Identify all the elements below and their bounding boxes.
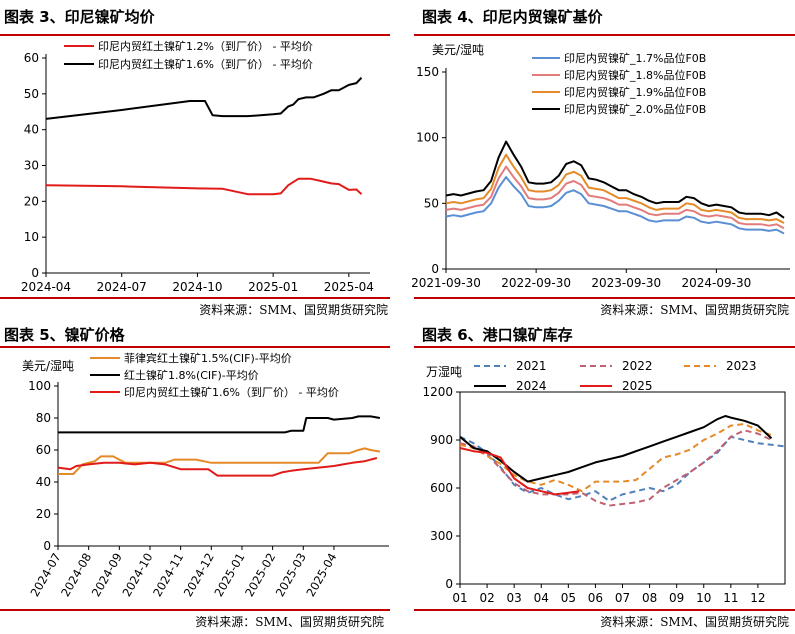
legend-label: 2022 xyxy=(622,359,653,373)
y-axis-label: 万湿吨 xyxy=(426,364,462,379)
y-tick-label: 300 xyxy=(430,529,453,543)
series-line-2 xyxy=(58,415,381,434)
x-tick-label: 12 xyxy=(750,591,765,605)
legend-label: 印尼内贸镍矿_1.8%品位F0B xyxy=(564,68,706,82)
legend-label: 红土镍矿1.8%(CIF)-平均价 xyxy=(124,368,259,382)
source-rule-2 xyxy=(414,297,795,299)
legend-label: 印尼内贸镍矿_1.7%品位F0B xyxy=(564,51,706,65)
y-tick-label: 80 xyxy=(36,411,51,425)
x-tick-label: 2024-04 xyxy=(21,280,71,294)
source-note-2: 资料来源：SMM、国贸期货研究院 xyxy=(600,303,789,317)
title-rule-2 xyxy=(414,34,795,36)
plot-frame xyxy=(459,391,786,585)
line-chart-4: 0 300 600 900 1200 01 02 03 04 05 06 07 08 09 10 11 12 万湿… xyxy=(422,359,786,605)
x-tick-label: 06 xyxy=(588,591,603,605)
source-rule-3 xyxy=(0,609,390,611)
y-tick-label: 0 xyxy=(43,539,51,553)
series-line-5 xyxy=(459,447,580,496)
series-line-1 xyxy=(445,176,785,235)
x-tick-label: 2023-09-30 xyxy=(591,276,661,290)
series-line-2 xyxy=(45,77,363,120)
legend-label: 2024 xyxy=(516,379,547,393)
title-rule-1 xyxy=(0,34,390,36)
y-tick-label: 30 xyxy=(24,159,39,173)
source-note-3: 资料来源：SMM、国贸期货研究院 xyxy=(195,615,384,629)
source-rule-1 xyxy=(0,297,390,299)
legend-label: 印尼内贸镍矿_2.0%品位F0B xyxy=(564,102,706,116)
x-tick-label: 2024-09-30 xyxy=(682,276,752,290)
series-line-4 xyxy=(445,140,785,219)
line-chart-1: 0 10 20 30 40 50 60 2024-04 2024-07 2024-10 2025-0… xyxy=(21,39,374,294)
chart-panel-3: 图表 5、镍矿价格 0 20 40 60 80 100 2024-07 2024-08 2024… xyxy=(0,318,398,634)
chart-title-2: 图表 4、印尼内贸镍矿基价 xyxy=(422,8,603,26)
x-tick-label: 2024-07 xyxy=(97,280,147,294)
y-tick-label: 60 xyxy=(36,443,51,457)
legend-label: 印尼内贸镍矿_1.9%品位F0B xyxy=(564,85,706,99)
series-line-3 xyxy=(445,153,785,224)
y-tick-label: 150 xyxy=(416,65,439,79)
x-tick-label: 2022-09-30 xyxy=(501,276,571,290)
chart-panel-1: 图表 3、印尼镍矿均价 0 10 20 30 40 50 60 2024-04 2024-07 2… xyxy=(0,0,398,317)
y-tick-label: 20 xyxy=(24,194,39,208)
y-tick-label: 40 xyxy=(24,123,39,137)
x-tick-label: 2021-09-30 xyxy=(411,276,481,290)
chart-title-1: 图表 3、印尼镍矿均价 xyxy=(4,8,155,26)
series-line-3 xyxy=(57,457,378,477)
x-tick-label: 10 xyxy=(696,591,711,605)
legend-label: 2021 xyxy=(516,359,547,373)
source-note-4: 资料来源：SMM、国贸期货研究院 xyxy=(600,615,789,629)
title-rule-3 xyxy=(0,346,390,348)
y-axis-label: 美元/湿吨 xyxy=(22,358,74,373)
source-note-1: 资料来源：SMM、国贸期货研究院 xyxy=(199,303,388,317)
series-line-1 xyxy=(45,177,363,196)
legend-label: 印尼内贸红土镍矿1.2%（到厂价） - 平均价 xyxy=(98,39,313,53)
chart-title-3: 图表 5、镍矿价格 xyxy=(4,326,125,344)
legend-label: 印尼内贸红土镍矿1.6%（到厂价） - 平均价 xyxy=(124,385,339,399)
x-tick-label: 04 xyxy=(534,591,549,605)
y-tick-label: 40 xyxy=(36,475,51,489)
series-line-4 xyxy=(459,415,773,483)
x-tick-label: 2025-04 xyxy=(303,551,339,600)
x-tick-label: 07 xyxy=(615,591,630,605)
legend-label: 菲律宾红土镍矿1.5%(CIF)-平均价 xyxy=(124,351,292,365)
x-tick-label: 02 xyxy=(479,591,494,605)
y-tick-label: 50 xyxy=(24,87,39,101)
y-tick-label: 100 xyxy=(416,131,439,145)
y-tick-label: 600 xyxy=(430,481,453,495)
y-tick-label: 50 xyxy=(424,196,439,210)
x-tick-label: 08 xyxy=(642,591,657,605)
legend-label: 2025 xyxy=(622,379,653,393)
x-tick-label: 2024-10 xyxy=(172,280,222,294)
y-tick-label: 0 xyxy=(31,266,39,280)
x-tick-label: 01 xyxy=(452,591,467,605)
series-line-2 xyxy=(459,429,772,507)
chart-title-4: 图表 6、港口镍矿库存 xyxy=(422,326,573,344)
y-tick-label: 1200 xyxy=(422,385,453,399)
y-tick-label: 0 xyxy=(445,577,453,591)
legend-label: 2023 xyxy=(726,359,757,373)
y-tick-label: 900 xyxy=(430,433,453,447)
x-tick-label: 2025-01 xyxy=(248,280,298,294)
chart-panel-2: 图表 4、印尼内贸镍矿基价 0 50 100 150 2021-09-30 2022-09… xyxy=(402,0,795,317)
x-tick-label: 11 xyxy=(723,591,738,605)
y-tick-label: 60 xyxy=(24,51,39,65)
series-line-2 xyxy=(445,165,785,230)
x-tick-label: 09 xyxy=(669,591,684,605)
y-tick-label: 10 xyxy=(24,230,39,244)
x-tick-label: 05 xyxy=(561,591,576,605)
legend-label: 印尼内贸红土镍矿1.6%（到厂价） - 平均价 xyxy=(98,57,313,71)
y-tick-label: 20 xyxy=(36,507,51,521)
y-tick-label: 100 xyxy=(28,379,51,393)
y-tick-label: 0 xyxy=(431,262,439,276)
line-chart-2: 0 50 100 150 2021-09-30 2022-09-30 2023-09-30 2… xyxy=(411,42,790,290)
x-tick-label: 03 xyxy=(507,591,522,605)
series-line-1 xyxy=(58,447,381,475)
line-chart-3: 0204060801002024-072024-082024-092024-10… xyxy=(22,351,389,600)
title-rule-4 xyxy=(414,346,795,348)
x-tick-label: 2025-04 xyxy=(324,280,374,294)
chart-panel-4: 图表 6、港口镍矿库存 0 300 600 900 1200 01 02 03 04 05 06 07… xyxy=(402,318,795,634)
y-axis-label: 美元/湿吨 xyxy=(432,42,484,57)
source-rule-4 xyxy=(414,609,795,611)
